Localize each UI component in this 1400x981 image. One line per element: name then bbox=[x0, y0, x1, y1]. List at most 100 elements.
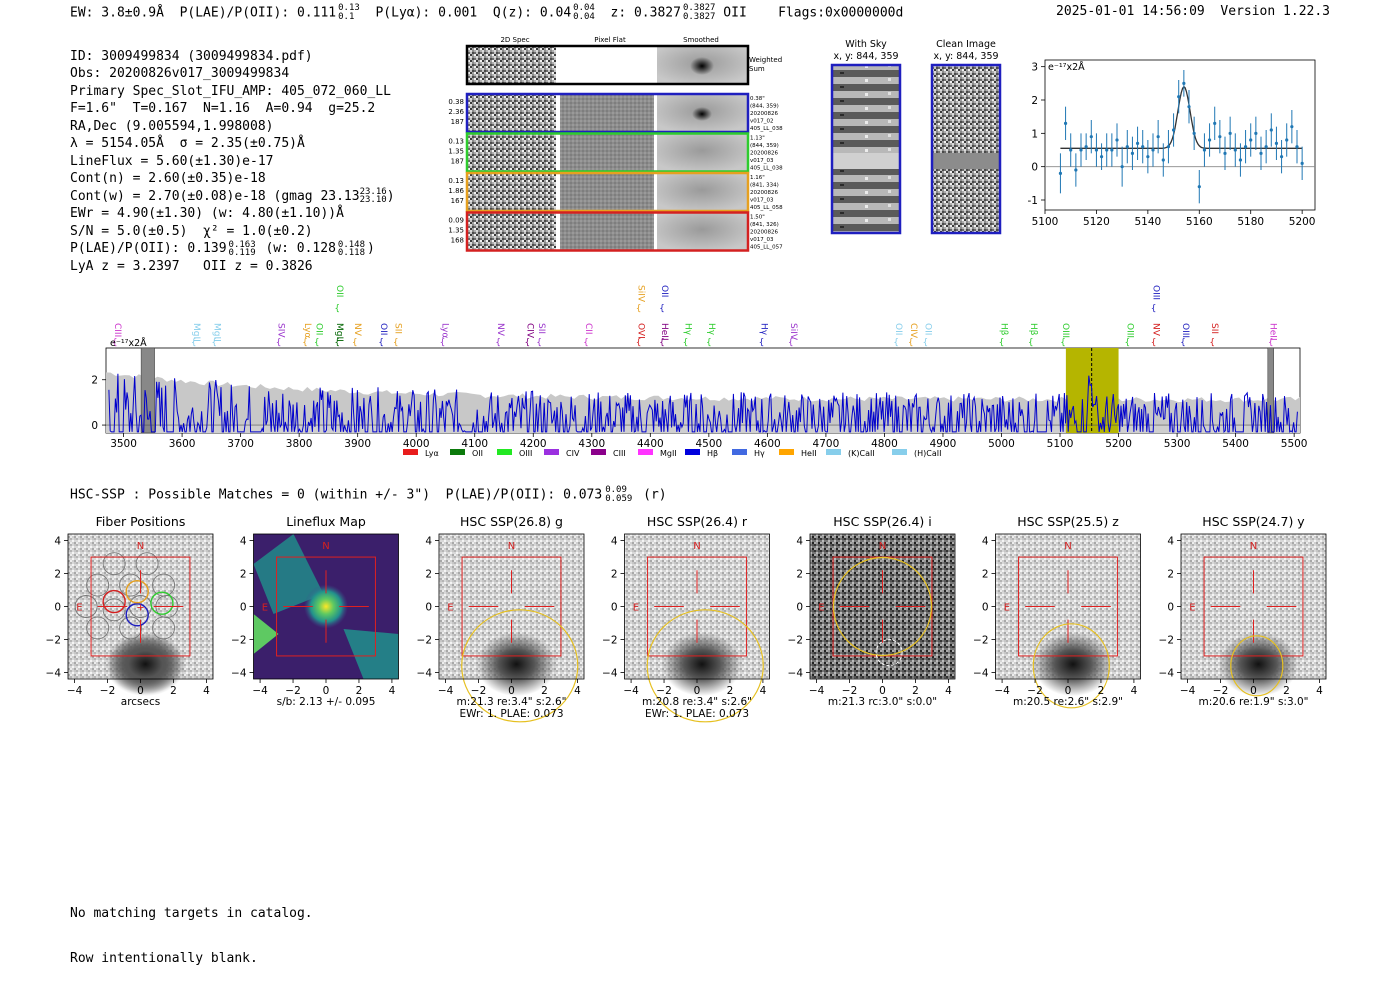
zoom-fit-curve bbox=[1060, 85, 1303, 149]
info-ewr: EWr = 4.90(±1.30) (w: 4.80(±1.10))Å bbox=[70, 206, 344, 221]
line-id-bracket: { bbox=[908, 338, 914, 348]
row-smoothed bbox=[657, 212, 747, 251]
panel-ytick-label: −2 bbox=[973, 634, 988, 646]
zoom-ytick-label: 2 bbox=[1031, 95, 1038, 107]
panel-xtick-label: 2 bbox=[912, 685, 919, 697]
panel-xtick-label: −4 bbox=[252, 685, 268, 697]
sky-clean-panels: With Sky x, y: 844, 359 Clean Image x, y… bbox=[830, 39, 1002, 235]
line-id-label: CIV bbox=[908, 323, 918, 339]
line-id-label: MgII bbox=[191, 323, 201, 342]
row-emission-blob bbox=[692, 107, 712, 121]
line-id-bracket: { bbox=[191, 338, 197, 348]
line-id-bracket: { bbox=[1151, 304, 1157, 314]
panel-ytick-label: −4 bbox=[973, 667, 989, 679]
row-smoothed bbox=[657, 173, 747, 211]
panel-ytick-label: 0 bbox=[240, 602, 247, 614]
legend-swatch bbox=[544, 449, 559, 455]
panel-xtick-label: 4 bbox=[389, 685, 396, 697]
highlighted-fiber bbox=[150, 591, 174, 615]
col-header-2dspec: 2D Spec bbox=[500, 36, 529, 44]
line-id-bracket: { bbox=[525, 338, 531, 348]
line-id-bracket: { bbox=[636, 338, 642, 348]
zoom-point bbox=[1243, 145, 1248, 149]
legend-swatch bbox=[892, 449, 907, 455]
panel-ytick-label: 0 bbox=[796, 602, 803, 614]
weighted-label: Weighted bbox=[749, 56, 782, 64]
row-flat bbox=[560, 133, 654, 172]
zoom-point bbox=[1274, 141, 1279, 145]
zoom-point bbox=[1156, 135, 1160, 139]
sky-title: With Sky bbox=[845, 39, 887, 50]
summary-header: EW: 3.8±0.9Å P(LAE)/P(OII): 0.111 0.13 0.1… bbox=[70, 4, 903, 22]
spectrum-xtick-label: 5200 bbox=[1105, 438, 1132, 450]
row-right-info: 405_LL_057 bbox=[750, 245, 783, 251]
lineflux-peak bbox=[304, 584, 348, 629]
line-id-bracket: { bbox=[1124, 338, 1130, 348]
line-id-bracket: { bbox=[659, 304, 665, 314]
line-id-bracket: { bbox=[378, 338, 384, 348]
line-id-bracket: { bbox=[999, 338, 1005, 348]
panel-title: HSC SSP(24.7) y bbox=[1202, 514, 1305, 529]
info-plae: P(LAE)/P(OII): 0.139 bbox=[70, 241, 227, 256]
spectrum-xtick-label: 5300 bbox=[1164, 438, 1191, 450]
east-label: E bbox=[1004, 603, 1010, 614]
legend-label: (K)CaII bbox=[848, 449, 875, 458]
hsc-summary-lo: 0.059 bbox=[605, 494, 633, 504]
qz-lo: 0.04 bbox=[573, 12, 595, 22]
clean-fiber-row bbox=[932, 153, 1000, 169]
panel-title: HSC SSP(26.4) r bbox=[647, 514, 748, 529]
line-id-label: OII bbox=[334, 285, 344, 297]
info-plae-w: (w: 0.128 bbox=[265, 241, 336, 256]
row-gap bbox=[654, 173, 657, 211]
line-id-bracket: { bbox=[440, 338, 446, 348]
panel-xtick-label: 4 bbox=[203, 685, 210, 697]
panel-xtick-label: −2 bbox=[471, 685, 486, 697]
panel-title: Fiber Positions bbox=[96, 514, 186, 529]
spectrum-xtick-label: 3700 bbox=[227, 438, 254, 450]
imaging-panels: Fiber Positions + N E −4 −4 −2 −2 0 0 2 2 4 4 arcsecs L… bbox=[46, 514, 1327, 723]
footer-notes: No matching targets in catalog. Row inte… bbox=[70, 876, 313, 981]
line-id-bracket: { bbox=[923, 338, 929, 348]
line-id-bracket: { bbox=[1209, 338, 1215, 348]
spectrum-xtick-label: 3500 bbox=[110, 438, 137, 450]
spectrum-xtick-label: 4100 bbox=[461, 438, 488, 450]
fiber-circle bbox=[152, 616, 176, 640]
info-lya: LyA z = 3.2397 OII z = 0.3826 bbox=[70, 258, 313, 274]
hsc-summary-hi: 0.09 bbox=[605, 485, 627, 495]
zoom-point bbox=[1161, 158, 1165, 162]
panel-xtick-label: 0 bbox=[1065, 685, 1072, 697]
z-value: z: 0.3827 bbox=[610, 5, 681, 21]
panel-ytick-label: 4 bbox=[611, 536, 618, 548]
zoom-unit-label: e⁻¹⁷x2Å bbox=[1048, 61, 1085, 73]
row-left-stat: 0.13 bbox=[448, 138, 464, 146]
col-header-smoothed: Smoothed bbox=[683, 36, 719, 44]
fiber-circle bbox=[119, 616, 143, 640]
aperture-box bbox=[461, 556, 562, 657]
zoom-point bbox=[1094, 148, 1099, 152]
panel-ytick-label: 2 bbox=[54, 569, 61, 581]
zoom-point bbox=[1182, 81, 1186, 85]
panel-caption-2: EWr: 1. PLAE: 0.073 bbox=[459, 708, 563, 720]
galaxy-blob bbox=[661, 632, 742, 697]
row-right-info: 405_LL_058 bbox=[750, 205, 783, 211]
zoom-point bbox=[1264, 145, 1268, 149]
panel-xtick-label: −4 bbox=[809, 685, 825, 697]
lineflux-region bbox=[253, 614, 279, 654]
line-id-bracket: { bbox=[893, 338, 899, 348]
panel-xtick-label: −2 bbox=[100, 685, 115, 697]
clean-image bbox=[932, 65, 1000, 233]
line-id-label: CII bbox=[583, 323, 593, 335]
east-label: E bbox=[447, 603, 453, 614]
footer-line-2: Row intentionally blank. bbox=[70, 951, 258, 966]
ew-value: EW: 3.8±0.9Å bbox=[70, 5, 164, 21]
zoom-point bbox=[1249, 138, 1253, 142]
clean-coords: x, y: 844, 359 bbox=[933, 51, 998, 62]
zoom-point bbox=[1202, 148, 1207, 152]
zoom-point bbox=[1130, 151, 1135, 155]
panel-xtick-label: 4 bbox=[945, 685, 952, 697]
line-id-label: MgII bbox=[211, 323, 221, 342]
weighted-2dspec bbox=[468, 46, 556, 84]
panel-ytick-label: 0 bbox=[611, 602, 618, 614]
plae-hi: 0.13 bbox=[338, 3, 360, 13]
info-id: ID: 3009499834 (3009499834.pdf) bbox=[70, 48, 313, 64]
